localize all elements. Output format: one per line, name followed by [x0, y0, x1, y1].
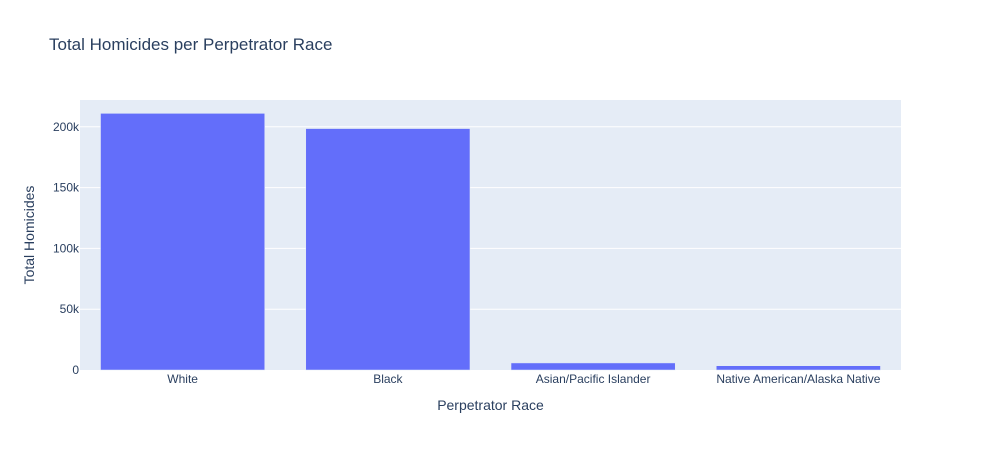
bar-white[interactable]: [100, 113, 265, 371]
y-tick-label: 100k: [53, 241, 80, 255]
bar-native-american-alaska-native[interactable]: [716, 365, 881, 371]
y-tick-label: 150k: [53, 181, 80, 195]
bars: [100, 113, 881, 371]
bar-asian-pacific-islander[interactable]: [510, 362, 676, 371]
x-tick-label: Asian/Pacific Islander: [536, 372, 651, 386]
x-tick-label: Native American/Alaska Native: [716, 372, 880, 386]
bar-black[interactable]: [305, 128, 471, 371]
y-axis-ticks: 0 50k 100k 150k 200k: [53, 120, 80, 377]
x-axis-title: Perpetrator Race: [437, 397, 544, 413]
x-tick-label: White: [167, 372, 198, 386]
chart-title: Total Homicides per Perpetrator Race: [49, 35, 332, 54]
y-axis-title: Total Homicides: [21, 186, 37, 285]
x-tick-label: Black: [373, 372, 403, 386]
x-axis-ticks: White Black Asian/Pacific Islander Native A…: [167, 372, 880, 386]
y-tick-label: 200k: [53, 120, 80, 134]
y-tick-label: 50k: [60, 302, 80, 316]
y-tick-label: 0: [72, 363, 79, 377]
